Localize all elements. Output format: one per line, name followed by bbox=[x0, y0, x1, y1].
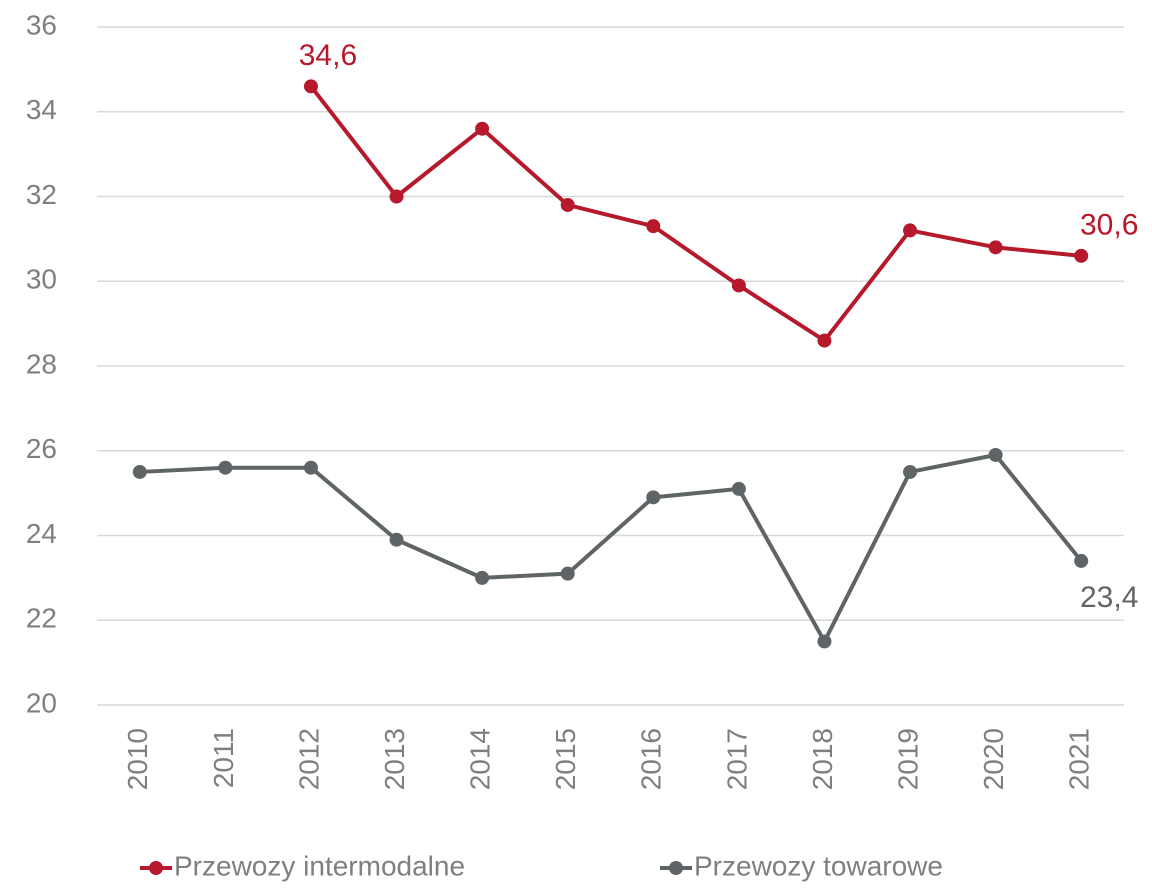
data-point bbox=[646, 490, 661, 505]
data-point bbox=[988, 240, 1003, 255]
legend-marker bbox=[669, 861, 683, 875]
data-point bbox=[560, 197, 575, 212]
data-point bbox=[560, 566, 575, 581]
series-line bbox=[139, 452, 1083, 644]
x-tick-label: 2021 bbox=[1064, 728, 1095, 790]
x-tick-label: 2013 bbox=[379, 728, 410, 790]
data-point bbox=[303, 79, 318, 94]
data-point bbox=[218, 460, 233, 475]
x-tick-label: 2015 bbox=[550, 728, 581, 790]
data-point bbox=[988, 447, 1003, 462]
y-tick-label: 28 bbox=[26, 348, 57, 379]
data-point bbox=[389, 532, 404, 547]
y-tick-label: 36 bbox=[26, 9, 57, 40]
y-tick-label: 26 bbox=[26, 433, 57, 464]
legend-label: Przewozy towarowe bbox=[694, 850, 943, 881]
y-tick-label: 30 bbox=[26, 264, 57, 295]
data-point bbox=[1074, 248, 1089, 263]
x-tick-label: 2016 bbox=[636, 728, 667, 790]
data-point bbox=[475, 121, 490, 136]
y-tick-label: 22 bbox=[26, 603, 57, 634]
x-tick-label: 2011 bbox=[208, 728, 239, 788]
data-point bbox=[389, 189, 404, 204]
data-point bbox=[1074, 553, 1089, 568]
x-tick-label: 2017 bbox=[721, 728, 752, 790]
data-point bbox=[132, 464, 147, 479]
y-tick-label: 32 bbox=[26, 179, 57, 210]
x-tick-label: 2018 bbox=[807, 728, 838, 790]
y-tick-label: 34 bbox=[26, 94, 57, 125]
data-label: 23,4 bbox=[1080, 581, 1138, 614]
data-point bbox=[817, 333, 832, 348]
data-label: 30,6 bbox=[1080, 209, 1138, 242]
data-point bbox=[817, 634, 832, 649]
x-tick-label: 2020 bbox=[978, 728, 1009, 790]
data-point bbox=[903, 464, 918, 479]
legend-label: Przewozy intermodalne bbox=[174, 850, 465, 881]
x-tick-label: 2010 bbox=[122, 728, 153, 790]
x-tick-label: 2019 bbox=[892, 728, 923, 790]
data-point bbox=[731, 481, 746, 496]
data-point bbox=[646, 219, 661, 234]
y-tick-label: 20 bbox=[26, 687, 57, 718]
data-point bbox=[731, 278, 746, 293]
legend-marker bbox=[149, 861, 163, 875]
x-tick-label: 2012 bbox=[293, 728, 324, 790]
data-label: 34,6 bbox=[299, 39, 357, 72]
data-point bbox=[303, 460, 318, 475]
x-tick-label: 2014 bbox=[465, 728, 496, 790]
data-point bbox=[903, 223, 918, 238]
series-line bbox=[309, 85, 1082, 343]
data-point bbox=[475, 570, 490, 585]
y-tick-label: 24 bbox=[26, 518, 57, 549]
